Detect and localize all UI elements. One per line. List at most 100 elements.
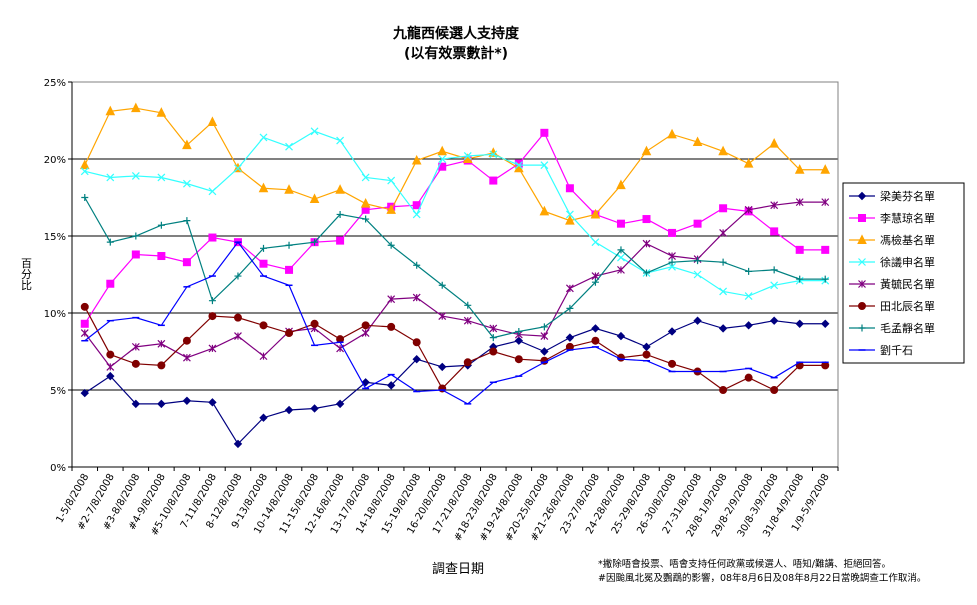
data-point <box>335 399 345 409</box>
data-point <box>769 137 779 148</box>
data-point <box>182 396 192 405</box>
data-point <box>566 304 574 312</box>
data-point <box>693 316 702 325</box>
data-point <box>105 105 116 116</box>
data-point <box>540 332 549 341</box>
data-point <box>719 386 728 394</box>
data-point <box>514 336 524 345</box>
data-point <box>438 281 446 289</box>
data-point <box>820 164 831 174</box>
data-point <box>694 257 702 265</box>
data-point <box>259 321 268 330</box>
series-line <box>84 320 826 445</box>
series-line <box>84 131 826 325</box>
data-point <box>667 327 677 336</box>
data-point <box>361 173 370 182</box>
data-point <box>182 139 192 150</box>
legend-label: 梁美芬名單 <box>880 189 935 203</box>
y-axis: 0% 5% 10% 15% 20% 25% <box>44 78 73 474</box>
data-point <box>79 159 90 170</box>
data-point <box>744 205 753 214</box>
data-point <box>80 302 89 311</box>
data-point <box>617 253 625 262</box>
data-point <box>693 270 702 279</box>
data-point <box>285 142 293 151</box>
series-layer <box>79 102 831 449</box>
data-point <box>182 336 191 345</box>
data-point <box>80 167 89 176</box>
data-point <box>515 327 523 335</box>
data-point <box>821 275 829 283</box>
legend-item: 黃毓民名單 <box>849 277 935 291</box>
data-point <box>591 336 600 345</box>
data-point <box>131 172 140 180</box>
data-point <box>208 344 217 353</box>
series-1 <box>80 316 830 449</box>
data-point <box>489 334 497 342</box>
legend-item: 梁美芬名單 <box>849 189 935 203</box>
data-point <box>208 398 217 407</box>
legend-marker <box>858 214 866 222</box>
data-point <box>285 329 294 338</box>
data-point <box>80 388 89 398</box>
legend-label: 李慧琼名單 <box>880 211 935 225</box>
data-point <box>157 361 166 370</box>
data-point <box>617 265 625 274</box>
data-point <box>157 339 166 348</box>
data-point <box>591 238 600 247</box>
data-point <box>668 252 676 260</box>
data-point <box>285 241 293 249</box>
data-point <box>80 319 89 328</box>
data-point <box>386 381 396 390</box>
data-point <box>565 214 575 225</box>
data-point <box>795 245 804 254</box>
data-point <box>81 194 89 201</box>
data-point <box>387 295 396 304</box>
data-point <box>132 232 140 240</box>
data-point <box>489 324 498 333</box>
y-tick-label: 15% <box>44 232 66 243</box>
data-point <box>106 238 114 246</box>
legend-label: 劉千石 <box>880 343 913 357</box>
data-point <box>770 227 779 236</box>
data-point <box>796 275 804 283</box>
data-point <box>514 161 523 170</box>
legend-marker <box>858 302 866 310</box>
series-line <box>84 306 826 391</box>
data-point <box>438 312 447 321</box>
data-point <box>361 329 370 337</box>
data-point <box>769 316 779 325</box>
data-point <box>744 321 753 330</box>
legend-label: 田北辰名單 <box>880 299 935 313</box>
data-point <box>360 198 371 208</box>
data-point <box>260 244 267 252</box>
legend-item: 劉千石 <box>849 343 913 357</box>
data-point <box>412 338 421 347</box>
data-point <box>642 350 651 359</box>
data-point <box>233 439 243 449</box>
y-tick-label: 10% <box>44 309 66 320</box>
footnote-1: *撇除唔會投票、唔會支持任何政黨或候選人、唔知/難講、拒絕回答。 <box>598 558 891 570</box>
data-point <box>616 179 626 190</box>
data-point <box>770 281 779 290</box>
gridlines <box>72 158 838 391</box>
data-point <box>413 261 421 269</box>
data-point <box>80 329 89 337</box>
data-point <box>335 184 345 194</box>
data-point <box>616 219 625 228</box>
y-tick-label: 5% <box>50 386 66 397</box>
data-point <box>489 150 498 159</box>
data-point <box>386 204 396 214</box>
data-point <box>770 386 779 394</box>
data-point <box>309 193 320 204</box>
data-point <box>310 319 319 328</box>
data-point <box>412 201 421 210</box>
data-point <box>743 158 754 168</box>
data-point <box>387 176 396 185</box>
legend-box <box>842 182 965 364</box>
data-point <box>131 250 140 259</box>
data-point <box>106 362 115 371</box>
data-point <box>770 266 778 274</box>
